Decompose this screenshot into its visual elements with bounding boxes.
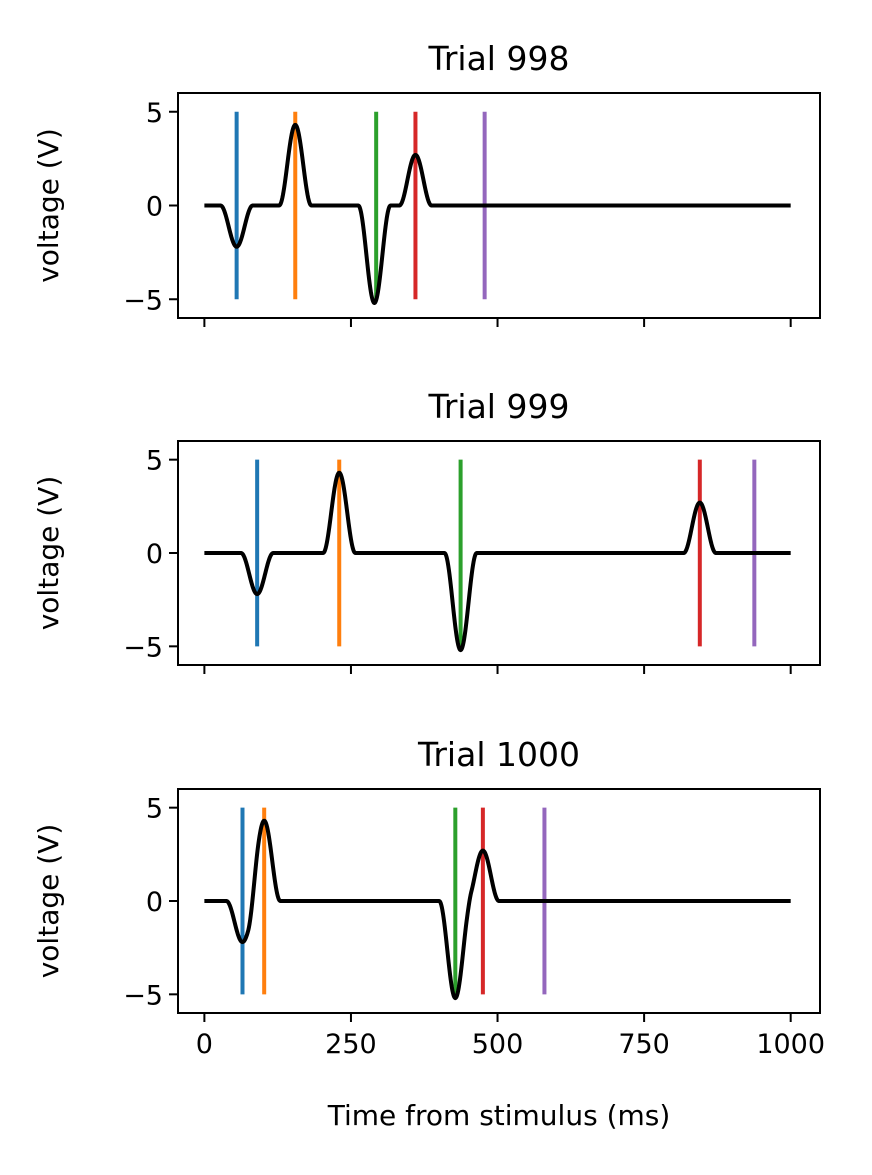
y-axis-label: voltage (V)	[32, 476, 65, 631]
y-axis-label: voltage (V)	[32, 824, 65, 979]
x-tick-label: 750	[618, 1029, 670, 1060]
x-tick-label: 0	[196, 1029, 213, 1060]
y-tick-label: −5	[123, 285, 163, 316]
y-tick-label: 0	[146, 192, 163, 223]
y-axis-label: voltage (V)	[32, 128, 65, 283]
y-tick-label: 5	[146, 98, 163, 129]
x-tick-label: 1000	[756, 1029, 825, 1060]
y-tick-label: 5	[146, 794, 163, 825]
chart-title: Trial 998	[428, 39, 570, 78]
x-tick-label: 250	[325, 1029, 377, 1060]
y-tick-label: 5	[146, 446, 163, 477]
x-tick-label: 500	[472, 1029, 524, 1060]
x-axis-label: Time from stimulus (ms)	[327, 1099, 671, 1132]
voltage-waveform	[202, 470, 793, 653]
y-tick-label: −5	[123, 632, 163, 663]
y-tick-label: −5	[123, 980, 163, 1011]
chart-title: Trial 1000	[417, 735, 580, 774]
chart-title: Trial 999	[428, 387, 570, 426]
voltage-waveform	[202, 122, 793, 305]
voltage-waveform	[202, 818, 793, 1001]
y-tick-label: 0	[146, 887, 163, 918]
y-tick-label: 0	[146, 539, 163, 570]
